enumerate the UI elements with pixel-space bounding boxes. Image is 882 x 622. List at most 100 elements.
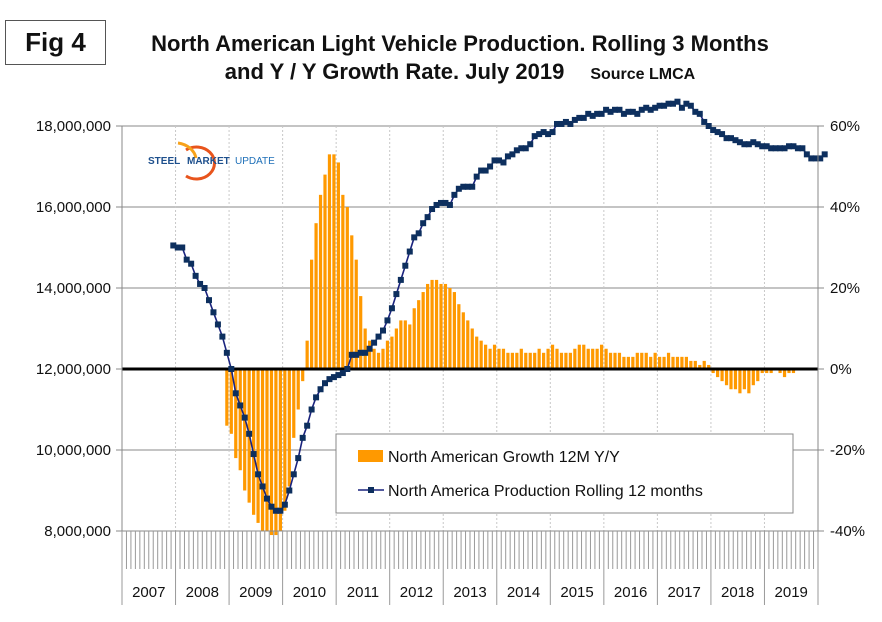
production-point xyxy=(589,112,596,119)
production-point xyxy=(487,163,494,170)
x-axis-year-label: 2010 xyxy=(293,584,326,601)
growth-bar xyxy=(448,288,452,369)
production-point xyxy=(536,131,543,138)
production-point xyxy=(353,351,360,358)
growth-bar xyxy=(332,154,336,369)
growth-bar xyxy=(626,356,630,369)
production-point xyxy=(794,145,801,152)
growth-bar xyxy=(229,369,233,434)
growth-bar xyxy=(287,369,291,487)
production-point xyxy=(558,120,565,127)
production-point xyxy=(268,503,275,510)
production-point xyxy=(424,214,431,221)
production-point xyxy=(317,386,324,393)
production-point xyxy=(509,151,516,158)
production-point xyxy=(219,333,226,340)
right-axis-tick-label: 60% xyxy=(830,118,860,135)
production-point xyxy=(750,139,757,146)
production-point xyxy=(754,141,761,148)
growth-bar xyxy=(479,340,483,369)
production-point xyxy=(531,133,538,140)
production-point xyxy=(438,199,444,206)
production-point xyxy=(402,262,409,269)
production-point xyxy=(206,297,212,304)
growth-bar xyxy=(363,328,367,369)
growth-bar xyxy=(680,356,684,369)
growth-bar xyxy=(782,369,787,378)
growth-bar xyxy=(729,369,733,390)
production-point xyxy=(362,349,369,356)
left-axis-tick-label: 14,000,000 xyxy=(36,280,111,297)
growth-bar xyxy=(301,369,305,382)
production-point xyxy=(768,145,775,152)
production-point xyxy=(232,390,239,397)
production-point xyxy=(603,106,610,113)
production-point xyxy=(406,248,413,255)
x-axis-year-label: 2013 xyxy=(453,584,486,601)
production-point xyxy=(455,185,462,192)
growth-bar xyxy=(305,340,309,369)
production-point xyxy=(348,351,355,358)
production-point xyxy=(344,366,351,372)
production-point xyxy=(415,230,422,237)
production-point xyxy=(647,106,654,113)
growth-bar xyxy=(582,344,586,369)
production-point xyxy=(290,471,297,478)
growth-bar xyxy=(443,283,448,369)
growth-bar xyxy=(399,320,403,369)
x-axis-year-label: 2012 xyxy=(400,584,433,601)
growth-bar xyxy=(269,369,274,536)
production-point xyxy=(322,380,328,387)
growth-bar xyxy=(327,154,332,369)
growth-bar xyxy=(403,320,407,369)
production-point xyxy=(612,106,618,113)
growth-bar xyxy=(394,328,398,369)
production-point xyxy=(687,102,694,109)
production-point xyxy=(388,305,395,312)
production-point xyxy=(281,501,288,508)
production-point xyxy=(817,155,824,162)
production-point xyxy=(692,108,699,115)
x-axis-year-label: 2011 xyxy=(347,584,379,601)
growth-bar xyxy=(260,369,265,531)
chart-source: Source LMCA xyxy=(590,66,696,83)
growth-bar xyxy=(385,340,390,369)
growth-bar xyxy=(533,352,537,369)
growth-bar xyxy=(765,369,769,374)
growth-bar xyxy=(354,259,358,369)
growth-bar xyxy=(537,348,541,369)
growth-bar xyxy=(426,283,430,369)
growth-bar xyxy=(274,369,278,536)
growth-bar xyxy=(640,352,644,369)
growth-bar xyxy=(528,352,532,369)
growth-bar xyxy=(372,348,376,369)
growth-bar xyxy=(716,369,720,378)
growth-bar xyxy=(452,292,456,369)
production-point xyxy=(513,147,520,154)
production-point xyxy=(580,114,587,121)
production-point xyxy=(304,422,311,429)
production-point xyxy=(478,167,485,174)
growth-bar xyxy=(359,296,363,369)
legend-box xyxy=(335,433,794,514)
logo-word-market: MARKET xyxy=(187,156,230,167)
production-point xyxy=(335,372,342,379)
production-point xyxy=(496,157,502,164)
production-point xyxy=(696,110,703,117)
growth-bar xyxy=(501,348,506,369)
x-axis-year-label: 2016 xyxy=(614,584,647,601)
right-axis-tick-label: 20% xyxy=(830,280,860,297)
production-point xyxy=(772,145,779,152)
growth-bar xyxy=(278,369,282,531)
production-point xyxy=(371,339,378,346)
logo-swoosh-highlight xyxy=(177,141,198,159)
x-axis-year-label: 2008 xyxy=(186,584,219,601)
x-axis-year-label: 2019 xyxy=(775,584,808,601)
growth-bar xyxy=(555,348,559,369)
production-point xyxy=(295,455,302,462)
growth-bar xyxy=(564,352,568,369)
production-point xyxy=(339,370,346,377)
growth-bar xyxy=(747,369,751,394)
axes: 8,000,000 10,000,000 12,000,000 14,000,000 1… xyxy=(36,118,865,605)
production-point xyxy=(170,242,177,249)
